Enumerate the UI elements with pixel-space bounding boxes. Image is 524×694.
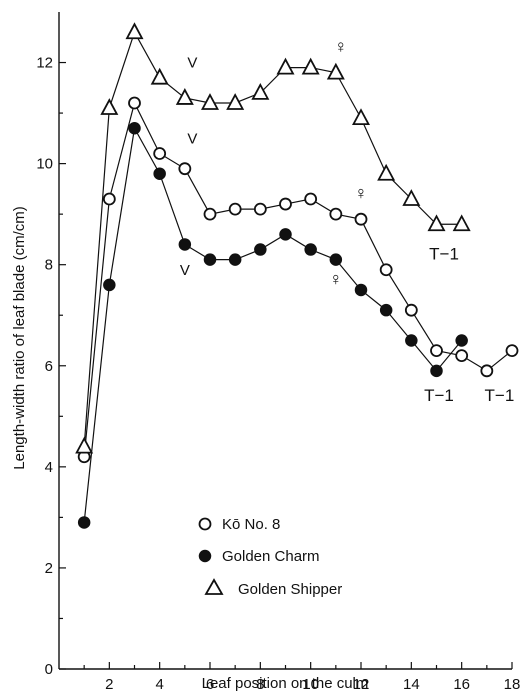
data-point-golden-shipper bbox=[276, 57, 295, 75]
data-point-k-no-8 bbox=[329, 207, 343, 221]
data-point-golden-charm bbox=[103, 278, 116, 292]
y-axis-label: Length-width ratio of leaf blade (cm/cm) bbox=[11, 206, 28, 469]
y-tick-label: 0 bbox=[45, 661, 53, 678]
data-point-golden-charm bbox=[379, 303, 393, 317]
data-point-golden-shipper bbox=[226, 93, 245, 110]
data-point-k-no-8 bbox=[455, 349, 469, 363]
data-point-k-no-8 bbox=[404, 303, 418, 317]
annotation-label: V bbox=[187, 130, 197, 147]
annotation-label: T−1 bbox=[485, 386, 515, 405]
y-tick-label: 6 bbox=[45, 358, 53, 375]
x-tick-label: 12 bbox=[353, 676, 370, 693]
x-tick-label: 6 bbox=[206, 676, 214, 693]
x-tick-label: 2 bbox=[105, 676, 113, 693]
data-point-golden-charm bbox=[405, 334, 418, 347]
data-point-golden-shipper bbox=[402, 189, 421, 206]
data-point-k-no-8 bbox=[253, 202, 267, 216]
data-point-golden-charm bbox=[354, 283, 368, 297]
y-tick-label: 4 bbox=[45, 459, 53, 476]
data-point-golden-charm bbox=[279, 228, 292, 241]
legend-marker-golden-charm bbox=[198, 549, 212, 563]
data-point-golden-shipper bbox=[351, 108, 371, 126]
data-point-golden-charm bbox=[153, 167, 166, 180]
data-point-golden-shipper bbox=[377, 163, 396, 181]
y-tick-label: 8 bbox=[45, 257, 53, 274]
series-line-golden-charm bbox=[83, 126, 463, 523]
data-point-k-no-8 bbox=[480, 364, 494, 378]
data-point-k-no-8 bbox=[128, 96, 141, 110]
annotation-label: ♀ bbox=[329, 269, 343, 289]
data-point-golden-charm bbox=[455, 334, 468, 347]
data-point-golden-charm bbox=[178, 238, 192, 251]
annotation-label: T−1 bbox=[429, 245, 459, 264]
y-tick-label: 12 bbox=[36, 55, 53, 72]
data-point-golden-shipper bbox=[175, 88, 194, 105]
legend: Kō No. 8 Golden Charm Golden Shipper bbox=[198, 516, 342, 598]
series-layer bbox=[75, 22, 519, 529]
data-point-golden-shipper bbox=[251, 82, 270, 100]
x-tick-label: 16 bbox=[453, 676, 470, 693]
data-point-k-no-8 bbox=[379, 263, 393, 277]
data-point-k-no-8 bbox=[178, 162, 192, 176]
data-point-golden-charm bbox=[77, 516, 91, 529]
legend-label-golden-charm: Golden Charm bbox=[222, 548, 320, 565]
data-point-golden-charm bbox=[128, 121, 141, 135]
data-point-k-no-8 bbox=[354, 212, 368, 226]
y-tick-label: 2 bbox=[45, 560, 53, 577]
x-tick-label: 8 bbox=[256, 676, 264, 693]
data-point-k-no-8 bbox=[430, 344, 443, 358]
legend-marker-golden-shipper bbox=[204, 578, 224, 595]
data-point-golden-shipper bbox=[75, 436, 94, 454]
annotation-label: ♀ bbox=[354, 183, 368, 203]
data-point-golden-shipper bbox=[100, 98, 119, 115]
data-point-golden-charm bbox=[430, 364, 443, 378]
y-tick-label: 10 bbox=[36, 156, 53, 173]
data-point-k-no-8 bbox=[505, 344, 519, 358]
data-point-golden-charm bbox=[304, 243, 317, 256]
x-tick-label: 18 bbox=[504, 676, 521, 693]
data-point-golden-shipper bbox=[150, 67, 169, 85]
x-tick-label: 4 bbox=[155, 676, 163, 693]
data-point-k-no-8 bbox=[279, 197, 292, 211]
axes: 0 2 4 6 8 10 12 2 4 6 8 10 12 14 16 18 bbox=[36, 12, 520, 693]
x-tick-label: 10 bbox=[302, 676, 319, 693]
data-point-golden-shipper bbox=[125, 22, 144, 40]
x-axis-label: Leaf position on the culm bbox=[202, 675, 369, 692]
legend-marker-ko-no-8 bbox=[198, 517, 212, 531]
data-point-golden-charm bbox=[329, 253, 343, 266]
data-point-k-no-8 bbox=[153, 147, 167, 160]
data-point-golden-shipper bbox=[301, 57, 320, 75]
annotation-label: T−1 bbox=[424, 386, 454, 405]
data-point-golden-shipper bbox=[326, 62, 345, 80]
data-point-k-no-8 bbox=[203, 207, 217, 221]
series-line-golden-shipper bbox=[83, 30, 462, 447]
data-point-golden-charm bbox=[254, 243, 267, 256]
annotation-layer: V V V ♀ ♀ ♀ T−1 T−1 T−1 bbox=[180, 36, 514, 405]
data-point-golden-shipper bbox=[427, 214, 446, 232]
annotation-label: V bbox=[187, 55, 197, 72]
data-point-k-no-8 bbox=[102, 192, 116, 206]
annotation-label: V bbox=[180, 262, 190, 279]
x-tick-label: 14 bbox=[403, 676, 420, 693]
data-point-golden-shipper bbox=[452, 214, 471, 232]
legend-label-golden-shipper: Golden Shipper bbox=[238, 581, 342, 598]
data-point-golden-charm bbox=[228, 253, 242, 266]
data-point-golden-charm bbox=[203, 253, 217, 266]
annotation-label: ♀ bbox=[334, 36, 348, 56]
data-point-k-no-8 bbox=[228, 202, 242, 216]
data-point-golden-shipper bbox=[200, 93, 220, 110]
data-point-k-no-8 bbox=[304, 192, 318, 206]
legend-label-ko-no-8: Kō No. 8 bbox=[222, 516, 280, 533]
